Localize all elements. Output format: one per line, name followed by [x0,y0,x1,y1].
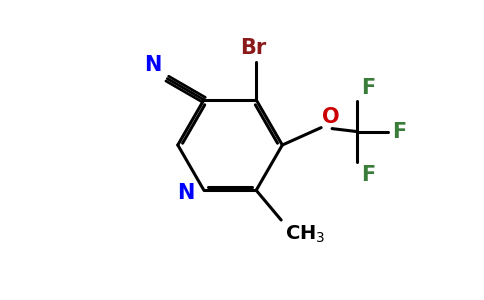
Text: O: O [322,106,340,127]
Text: F: F [392,122,406,142]
Text: N: N [144,55,161,75]
Text: CH$_3$: CH$_3$ [285,224,325,245]
Text: F: F [361,78,375,98]
Text: N: N [178,183,195,203]
Text: Br: Br [241,38,267,58]
Text: F: F [361,165,375,185]
